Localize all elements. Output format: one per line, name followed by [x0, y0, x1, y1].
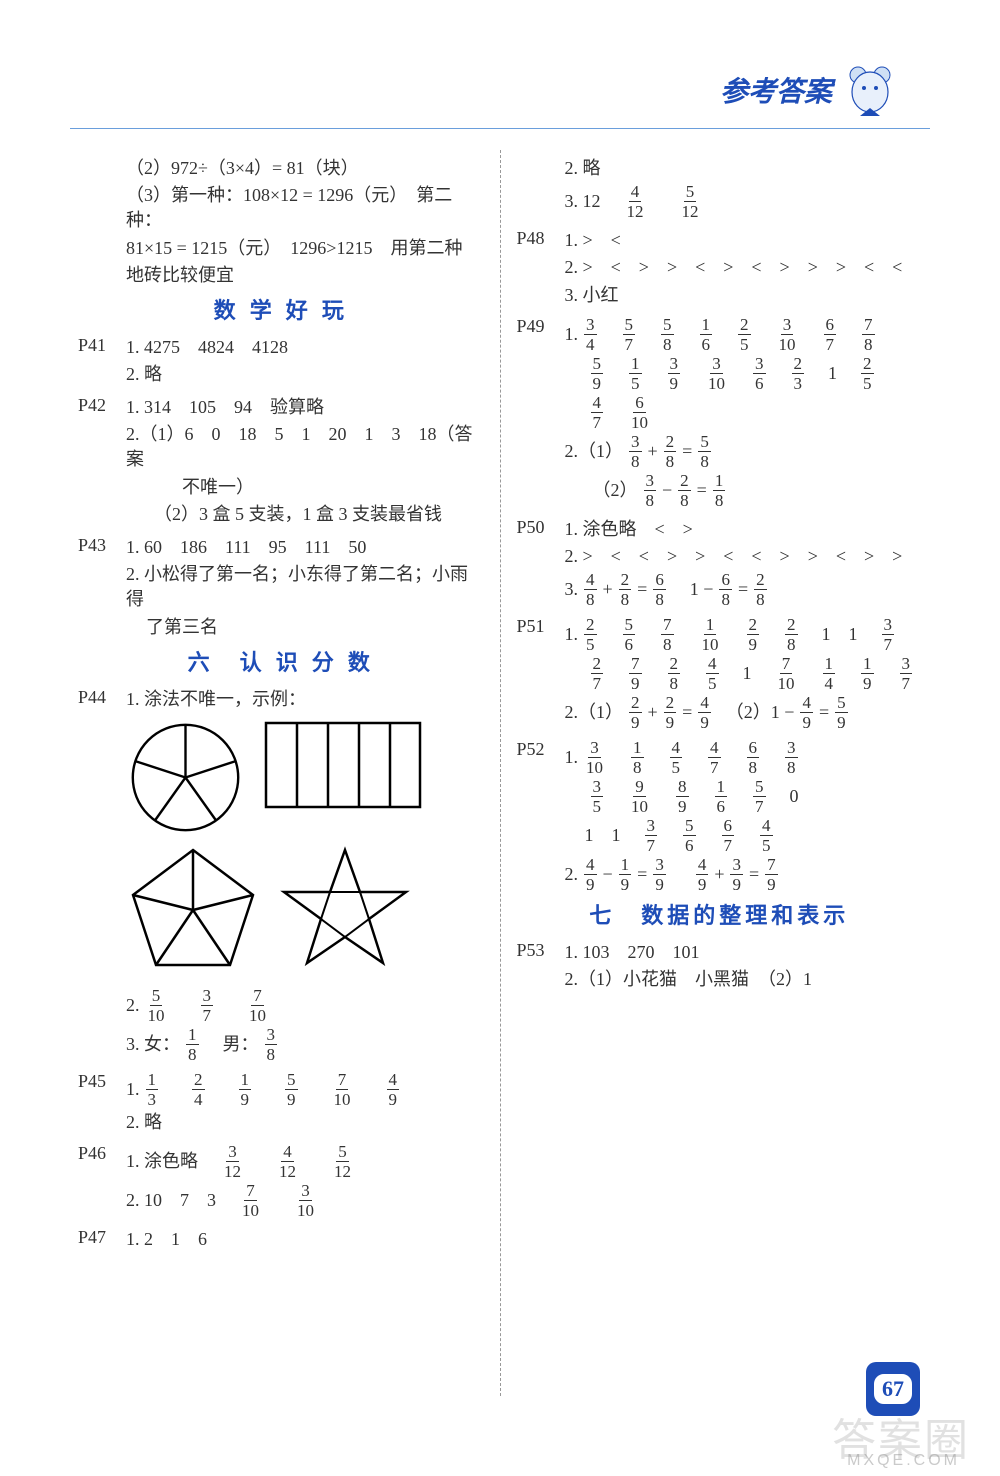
text-line: （2）972÷（3×4）= 81（块）: [126, 156, 484, 181]
label: 3. 12: [565, 189, 619, 214]
text-line: 1. 103 270 101: [565, 940, 923, 965]
fraction-line: 2. 510 37 710: [126, 987, 484, 1024]
page-ref: P48: [517, 226, 565, 251]
circle-shape: [128, 720, 243, 835]
left-column: （2）972÷（3×4）= 81（块） （3）第一种：108×12 = 1296…: [70, 150, 501, 1396]
fraction: 18: [186, 1026, 199, 1063]
header-title: 参考答案: [720, 70, 832, 110]
fraction-line: 47 610: [565, 394, 923, 431]
page-ref: P46: [78, 1141, 126, 1166]
section-title-fractions: 六 认 识 分 数: [78, 648, 484, 679]
fraction: 37: [201, 987, 214, 1024]
fraction-line: 1. 34 57 58 16 25 310 67 78: [565, 316, 923, 353]
fraction-line: 59 15 39 310 36 23 1 25: [565, 355, 923, 392]
text-line: 2.（1）6 0 18 5 1 20 1 3 18（答案: [126, 422, 484, 472]
page-ref: P43: [78, 533, 126, 558]
fraction-line: 27 79 28 45 1 710 14 19 37: [565, 655, 923, 692]
text-line: 81×15 = 1215（元） 1296>1215 用第二种: [126, 236, 484, 261]
fraction-line: （2） 38 − 28 = 18: [565, 472, 923, 509]
header-rule: [70, 128, 930, 129]
page-ref: P51: [517, 614, 565, 639]
fraction-line: 1. 25 56 78 110 29 28 1 1 37: [565, 616, 923, 653]
text-line: （2）3 盒 5 支装，1 盒 3 支装最省钱: [126, 502, 484, 527]
label: 1. 涂色略: [126, 1149, 216, 1174]
text-line: 不唯一）: [126, 475, 484, 500]
label: 2. 10 7 3: [126, 1188, 234, 1213]
text-line: 1. 2 1 6: [126, 1227, 484, 1252]
text-line: 了第三名: [126, 615, 484, 640]
section-title-mathfun: 数 学 好 玩: [78, 296, 484, 327]
fraction-line: 35 910 89 16 57 0: [565, 778, 923, 815]
text-line: 2. 小松得了第一名；小东得了第二名；小雨得: [126, 562, 484, 612]
page-ref: P41: [78, 333, 126, 358]
rect-shape: [263, 720, 423, 810]
pentagon-shape: [128, 845, 258, 970]
label: 2.: [126, 993, 140, 1018]
text-line: （3）第一种：108×12 = 1296（元） 第二种：: [126, 183, 484, 233]
text-line: 2. 略: [126, 362, 484, 387]
fraction: 710: [247, 987, 268, 1024]
page-ref: P44: [78, 685, 126, 710]
page-ref: P52: [517, 737, 565, 762]
fraction-line: 2. 10 7 3 710 310: [126, 1182, 484, 1219]
fraction-line: 2. 49 − 19 = 39 49 + 39 = 79: [565, 856, 923, 893]
section-title-data: 七 数据的整理和表示: [517, 901, 923, 932]
text-line: 3. 小红: [565, 283, 923, 308]
fraction-line: 1 1 37 56 67 45: [565, 817, 923, 854]
fraction-line: 3. 12 412 512: [565, 183, 923, 220]
label: 3. 女：: [126, 1032, 180, 1057]
fraction-line: 1. 13 24 19 59 710 49: [126, 1071, 484, 1108]
right-column: 2. 略 3. 12 412 512 P48 1. > < 2. > < > >…: [501, 150, 931, 1396]
text-line: 1. 4275 4824 4128: [126, 335, 484, 360]
page-ref: P45: [78, 1069, 126, 1094]
text-line: 1. 314 105 94 验算略: [126, 395, 484, 420]
fraction: 38: [265, 1026, 278, 1063]
text-line: 1. 涂法不唯一，示例：: [126, 687, 484, 712]
page-header: 参考答案: [720, 60, 900, 120]
label: 男：: [205, 1032, 259, 1057]
page-ref: P47: [78, 1225, 126, 1250]
text-line: 2. > < > > < > < > > > < <: [565, 255, 923, 280]
text-line: 地砖比较便宜: [126, 263, 484, 288]
label: 1.: [126, 1077, 140, 1102]
fraction-line: 3. 48 + 28 = 68 1 − 68 = 28: [565, 571, 923, 608]
shape-examples: [128, 720, 484, 975]
page-ref: P42: [78, 393, 126, 418]
page-number: 67: [872, 1372, 914, 1406]
text-line: 2. 略: [126, 1110, 484, 1135]
star-shape: [278, 845, 413, 975]
text-line: 1. 60 186 111 95 111 50: [126, 535, 484, 560]
fraction-line: 3. 女： 18 男： 38: [126, 1026, 484, 1063]
text-line: 2. 略: [565, 156, 923, 181]
label: 1.: [565, 322, 579, 347]
text-line: 1. > <: [565, 228, 923, 253]
fraction-line: 2.（1） 29 + 29 = 49 （2）1 − 49 = 59: [565, 694, 923, 731]
watermark-url: MXQE.COM: [847, 1452, 960, 1470]
text-line: 2.（1）小花猫 小黑猫 （2）1: [565, 967, 923, 992]
page-ref: P50: [517, 515, 565, 540]
fraction-line: 1. 310 18 45 47 68 38: [565, 739, 923, 776]
page-ref: P53: [517, 938, 565, 963]
text-line: 2. > < < > > < < > > < > >: [565, 544, 923, 569]
fraction-line: 2.（1） 38 + 28 = 58: [565, 433, 923, 470]
fraction-line: 1. 涂色略 312 412 512: [126, 1143, 484, 1180]
text-line: 1. 涂色略 < >: [565, 517, 923, 542]
bear-icon: [840, 60, 900, 120]
fraction: 510: [146, 987, 167, 1024]
page-ref: P49: [517, 314, 565, 339]
content-area: （2）972÷（3×4）= 81（块） （3）第一种：108×12 = 1296…: [70, 150, 930, 1396]
